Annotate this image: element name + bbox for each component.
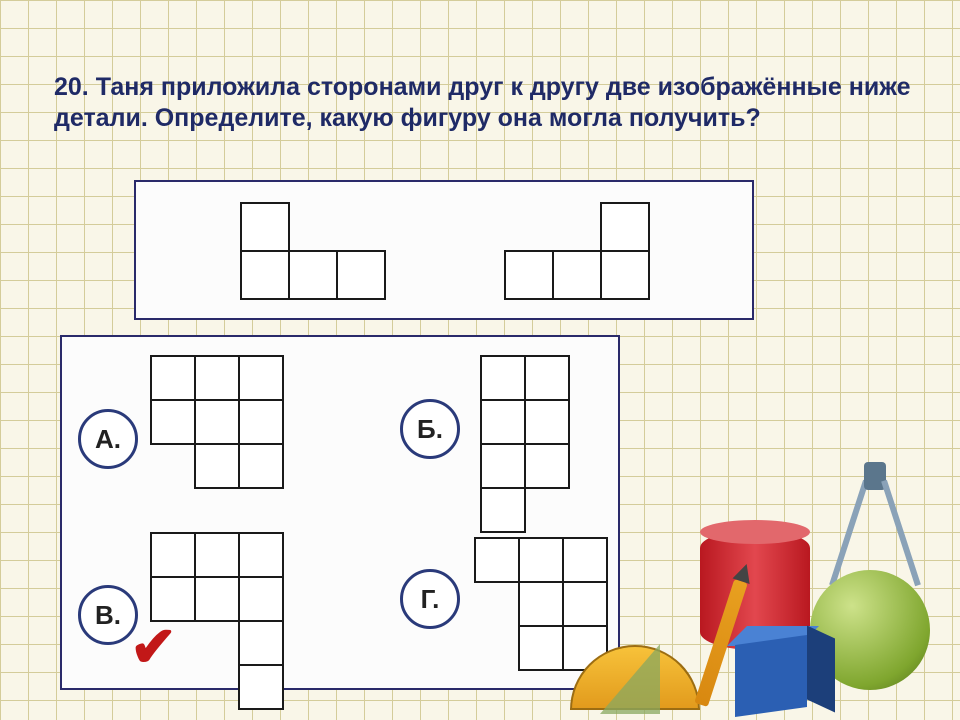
shape-cell (524, 443, 570, 489)
shape-cell (480, 399, 526, 445)
grid-shape (480, 355, 568, 531)
shape-cell (562, 581, 608, 627)
shape-cell (562, 625, 608, 671)
option-label[interactable]: Б. (400, 399, 460, 459)
shape-cell (240, 202, 290, 252)
shape-cell (518, 625, 564, 671)
shape-cell (194, 532, 240, 578)
shape-cell (504, 250, 554, 300)
shape-cell (288, 250, 338, 300)
shape-cell (194, 576, 240, 622)
shape-cell (150, 532, 196, 578)
shape-cell (238, 620, 284, 666)
option-label[interactable]: А. (78, 409, 138, 469)
shape-cell (194, 399, 240, 445)
shape-cell (238, 399, 284, 445)
shape-cell (150, 399, 196, 445)
shape-cell (524, 399, 570, 445)
shape-cell (518, 581, 564, 627)
shape-cell (238, 664, 284, 710)
shape-cell (194, 355, 240, 401)
shape-cell (480, 487, 526, 533)
shape-cell (194, 443, 240, 489)
shape-cell (238, 576, 284, 622)
shape-cell (150, 355, 196, 401)
grid-shape (240, 202, 384, 298)
shape-cell (562, 537, 608, 583)
option-label[interactable]: Г. (400, 569, 460, 629)
shape-cell (238, 355, 284, 401)
shape-cell (600, 202, 650, 252)
shape-cell (238, 443, 284, 489)
shape-cell (600, 250, 650, 300)
answer-options-box: А. Б. В. Г. ✔ (60, 335, 620, 690)
option-label[interactable]: В. (78, 585, 138, 645)
shape-cell (518, 537, 564, 583)
grid-shape (474, 537, 606, 669)
shape-cell (524, 355, 570, 401)
shape-cell (480, 443, 526, 489)
shape-cell (480, 355, 526, 401)
shape-cell (552, 250, 602, 300)
correct-check-icon: ✔ (130, 614, 177, 680)
given-pieces-box (134, 180, 754, 320)
question-text: 20. Таня приложила сторонами друг к друг… (54, 72, 920, 135)
shape-cell (238, 532, 284, 578)
grid-shape (150, 355, 282, 487)
shape-cell (474, 537, 520, 583)
shape-cell (336, 250, 386, 300)
shape-cell (240, 250, 290, 300)
grid-shape (504, 202, 648, 298)
